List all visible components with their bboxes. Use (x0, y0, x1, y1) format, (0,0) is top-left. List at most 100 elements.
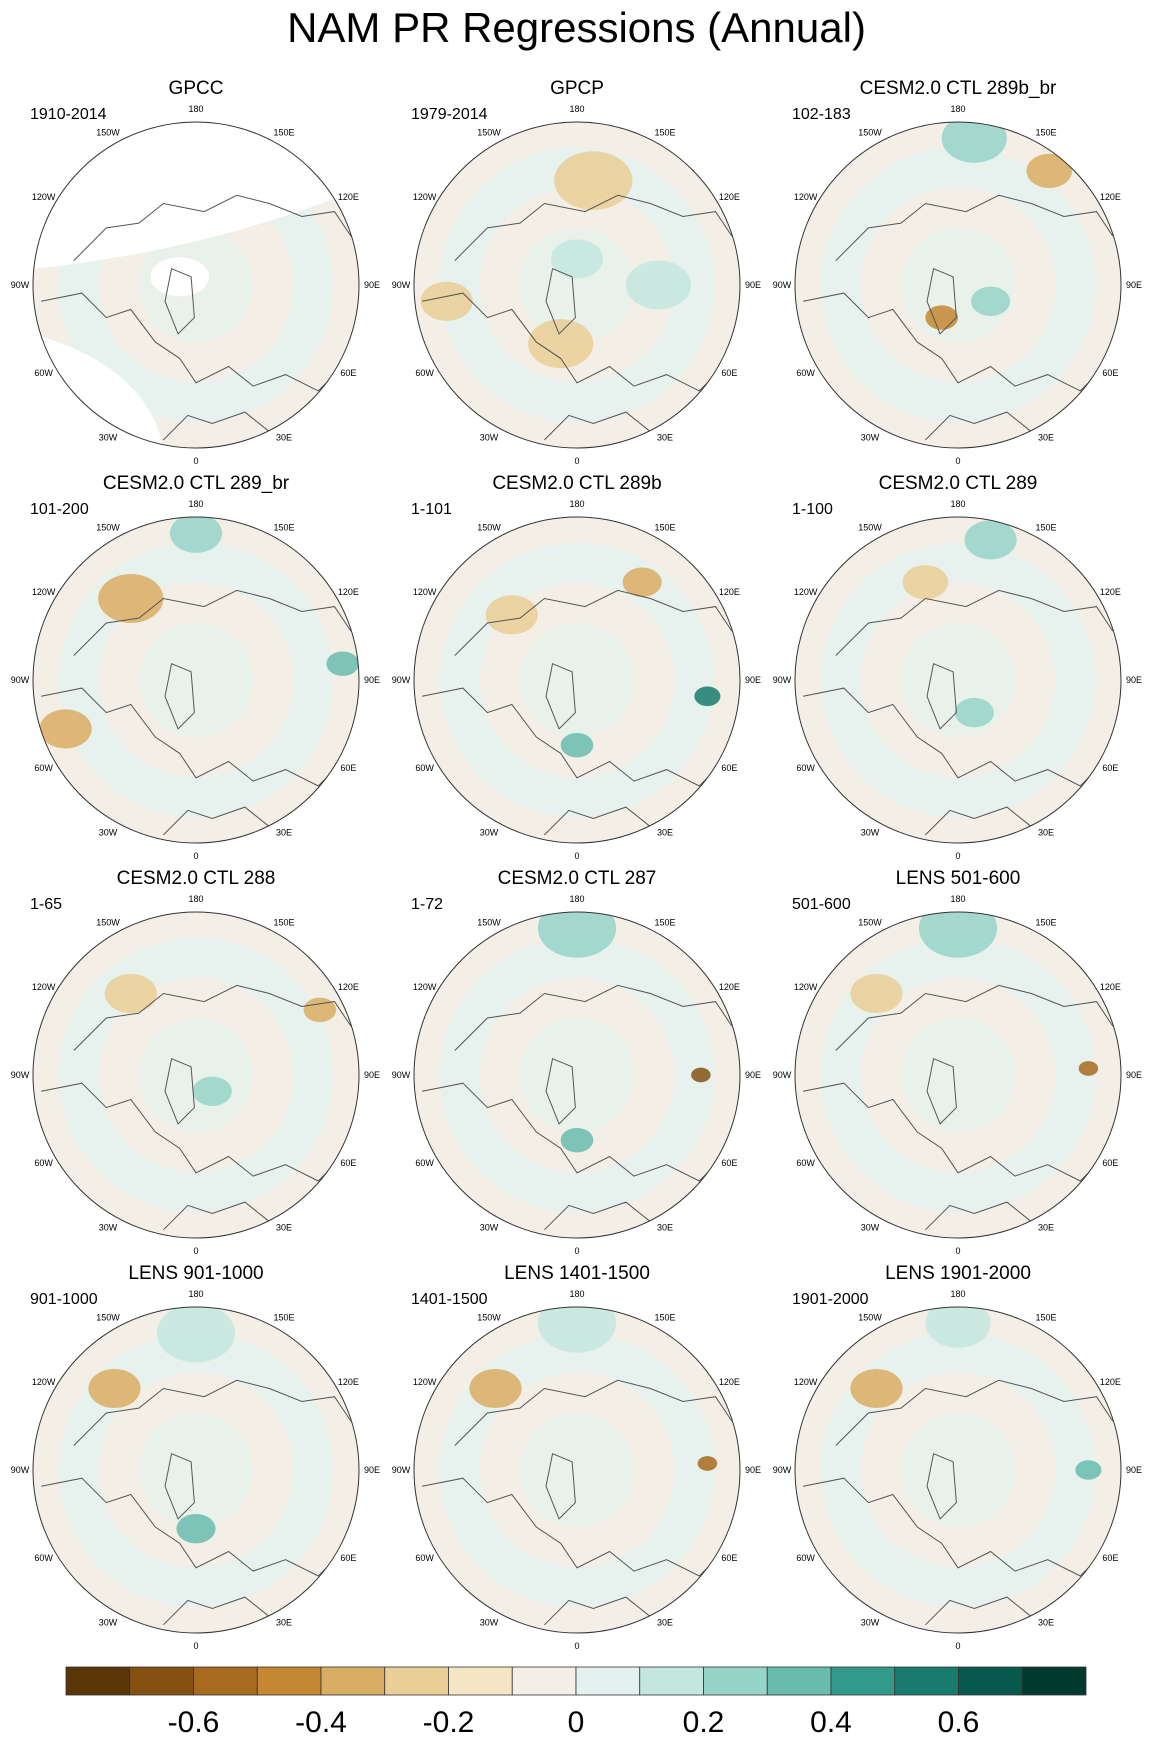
longitude-label: 0 (574, 1641, 579, 1651)
anomaly-region (88, 1368, 141, 1409)
longitude-label: 120W (413, 982, 437, 992)
map-panel: 180 150E 120E 90E 60E 30E 0 30W 60W 90W 120W 150W LE… (392, 1263, 761, 1651)
longitude-label: 60E (1102, 1553, 1118, 1563)
map-border (413, 911, 741, 1239)
panel-period: 1901-2000 (792, 1291, 869, 1308)
coastline (835, 194, 1114, 261)
coastline (544, 806, 651, 836)
anomaly-region (971, 286, 1011, 316)
longitude-label: 150W (477, 918, 501, 928)
longitude-label: 120E (719, 1377, 740, 1387)
longitude-label: 60E (340, 763, 356, 773)
longitude-label: 180 (188, 104, 203, 114)
anomaly-region (902, 565, 949, 600)
map-panel: 180 150E 120E 90E 60E 30E 0 30W 60W 90W 120W 150W CE… (773, 78, 1142, 466)
longitude-label: 60W (796, 368, 815, 378)
longitude-label: 150W (477, 128, 501, 138)
colorbar-tick-label: -0.4 (295, 1706, 347, 1739)
panel-title: CESM2.0 CTL 289_br (103, 473, 290, 494)
longitude-label: 180 (569, 104, 584, 114)
longitude-label: 0 (193, 1246, 198, 1256)
anomaly-region (954, 697, 994, 728)
coastline (545, 1058, 576, 1125)
panel-period: 1-100 (792, 501, 833, 518)
longitude-label: 30W (99, 1222, 118, 1232)
longitude-label: 0 (955, 456, 960, 466)
anomaly-region (550, 239, 604, 279)
coastline (41, 1477, 344, 1577)
longitude-label: 90E (745, 1465, 761, 1475)
longitude-label: 120E (338, 982, 359, 992)
longitude-label: 120E (338, 1377, 359, 1387)
longitude-label: 90E (745, 1070, 761, 1080)
longitude-label: 90E (364, 1070, 380, 1080)
longitude-label: 150E (1035, 128, 1056, 138)
longitude-label: 60E (1102, 1158, 1118, 1168)
anomaly-region (964, 520, 1017, 560)
longitude-label: 60W (34, 763, 53, 773)
longitude-label: 30W (861, 432, 880, 442)
longitude-label: 120E (1100, 587, 1121, 597)
coastline (544, 1596, 651, 1626)
longitude-label: 90W (773, 675, 792, 685)
longitude-label: 150E (654, 523, 675, 533)
longitude-label: 180 (188, 894, 203, 904)
map-border (794, 121, 1122, 449)
longitude-label: 30W (99, 432, 118, 442)
coastline (454, 589, 733, 656)
longitude-label: 150E (654, 918, 675, 928)
anomaly-region (537, 1307, 617, 1353)
longitude-label: 120W (794, 1377, 818, 1387)
longitude-label: 120W (413, 192, 437, 202)
coastline (544, 1201, 651, 1231)
panel-title: GPCC (169, 78, 224, 99)
longitude-label: 60W (796, 1158, 815, 1168)
longitude-label: 0 (955, 1641, 960, 1651)
coastline (422, 687, 725, 787)
longitude-label: 120E (719, 587, 740, 597)
longitude-label: 30E (657, 827, 673, 837)
colorbar-tick-label: -0.6 (167, 1706, 220, 1739)
coastline (544, 411, 651, 441)
coastline (545, 268, 576, 335)
longitude-label: 150W (96, 128, 120, 138)
longitude-label: 150E (1035, 918, 1056, 928)
panel-period: 1979-2014 (411, 106, 488, 123)
anomaly-region (941, 122, 1007, 163)
coastline (835, 1379, 1114, 1446)
map-border (413, 516, 741, 844)
colorbar-tick-label: 0.4 (810, 1706, 852, 1739)
longitude-label: 150W (858, 523, 882, 533)
colorbar-tick-label: 0 (567, 1706, 585, 1739)
colorbar-tick-label: 0.6 (937, 1706, 980, 1739)
panel-title: LENS 1401-1500 (504, 1263, 650, 1284)
coastline (73, 194, 352, 261)
longitude-label: 90W (11, 1465, 30, 1475)
anomaly-region (104, 973, 157, 1014)
panel-title: CESM2.0 CTL 287 (498, 868, 657, 889)
panel-title: GPCP (550, 78, 604, 99)
longitude-label: 30E (1038, 1617, 1054, 1627)
longitude-label: 30E (657, 1222, 673, 1232)
longitude-label: 30W (480, 827, 499, 837)
longitude-label: 150E (654, 128, 675, 138)
anomaly-region (528, 319, 594, 369)
panel-title: LENS 901-1000 (128, 1263, 263, 1284)
panel-period: 102-183 (792, 106, 851, 123)
coastline (422, 1082, 725, 1182)
longitude-label: 30W (480, 432, 499, 442)
longitude-label: 120W (794, 192, 818, 202)
colorbar-tick-label: 0.2 (682, 1706, 725, 1739)
longitude-label: 60E (721, 1553, 737, 1563)
longitude-label: 150E (273, 918, 294, 928)
panel-period: 1-101 (411, 501, 452, 518)
longitude-label: 30W (480, 1222, 499, 1232)
map-panel: 180 150E 120E 90E 60E 30E 0 30W 60W 90W 120W 150W CE… (392, 868, 761, 1256)
panel-title: CESM2.0 CTL 288 (117, 868, 276, 889)
anomaly-region (469, 1368, 522, 1409)
longitude-label: 60E (721, 1158, 737, 1168)
panel-period: 101-200 (30, 501, 89, 518)
anomaly-region (485, 595, 538, 635)
map-panel: 180 150E 120E 90E 60E 30E 0 30W 60W 90W 120W 150W CE… (11, 868, 380, 1256)
panel-title: LENS 501-600 (896, 868, 1021, 889)
